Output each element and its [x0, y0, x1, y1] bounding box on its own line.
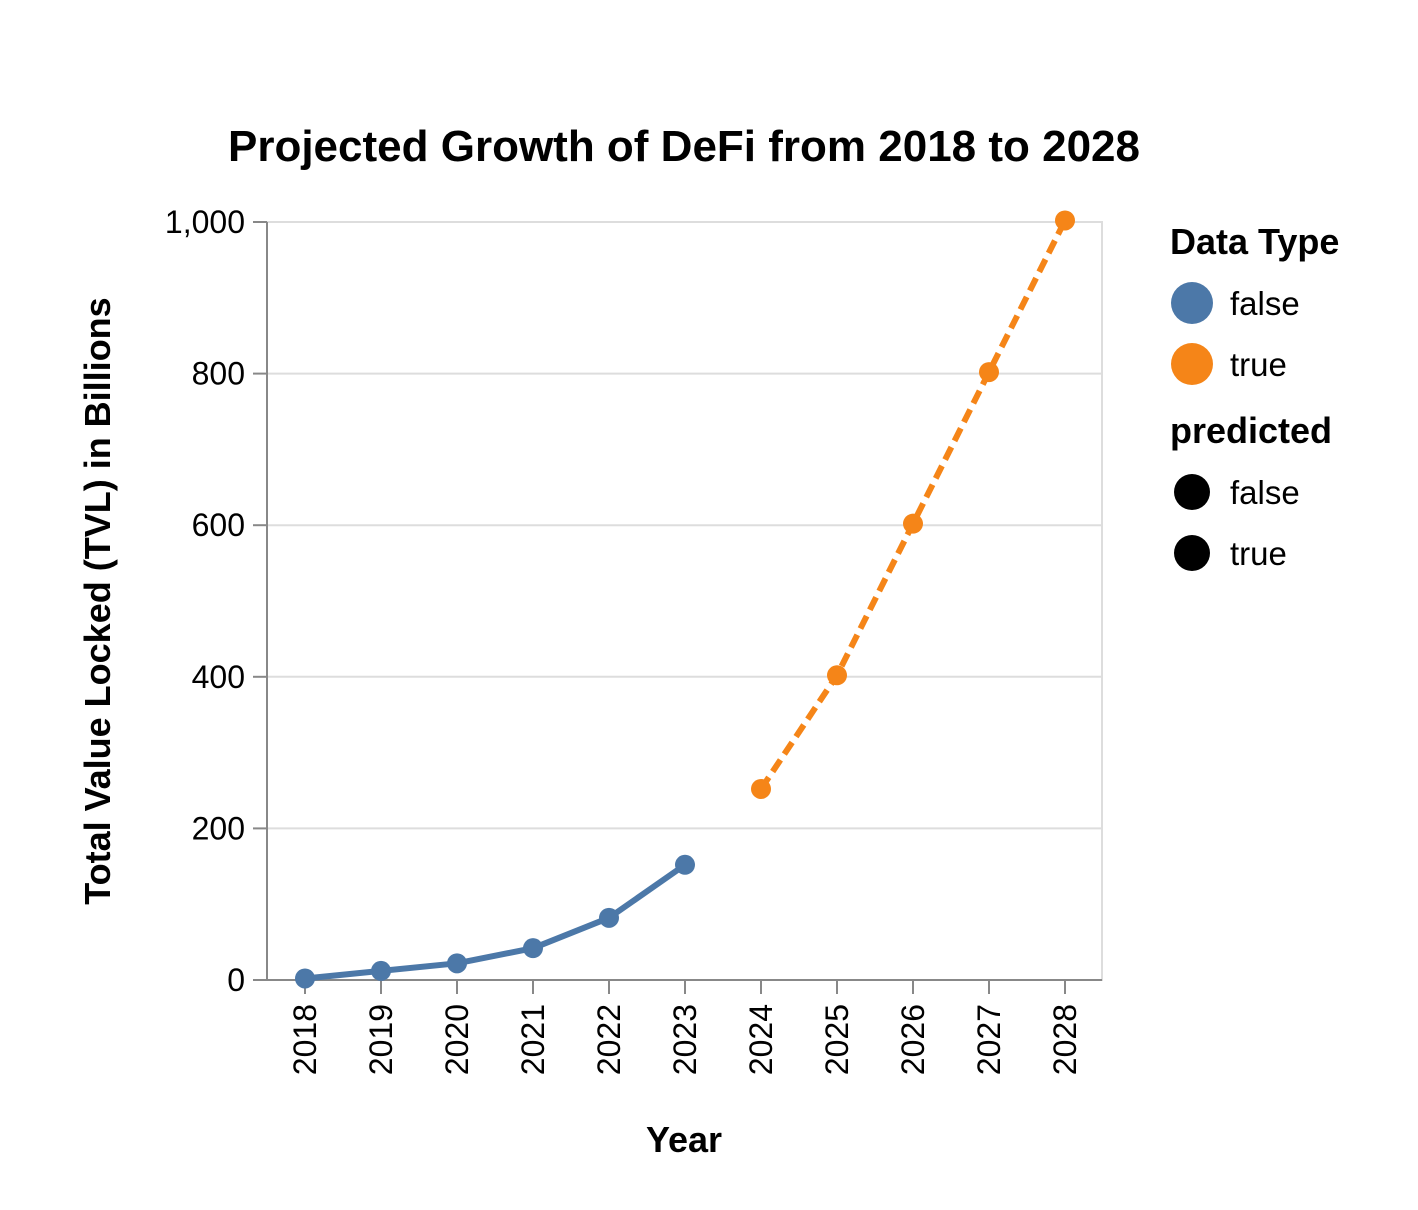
legend-label: true — [1230, 535, 1287, 572]
y-tick-label: 400 — [192, 659, 245, 695]
series-line — [758, 219, 1068, 791]
data-point — [979, 362, 999, 383]
x-tick-label: 2027 — [971, 1004, 1007, 1075]
y-tick-label: 0 — [227, 962, 245, 998]
legend-symbol — [1174, 535, 1210, 571]
legend-label: false — [1230, 474, 1300, 511]
x-tick-label: 2021 — [515, 1004, 551, 1075]
data-point — [751, 778, 771, 799]
x-tick-label: 2026 — [895, 1004, 931, 1075]
chart-title: Projected Growth of DeFi from 2018 to 20… — [228, 122, 1140, 171]
data-point — [371, 960, 391, 981]
series-line — [304, 862, 687, 982]
data-point — [295, 968, 315, 989]
x-tick-label: 2023 — [667, 1004, 703, 1075]
x-axis-title: Year — [646, 1119, 722, 1160]
y-tick-label: 800 — [192, 356, 245, 392]
series — [295, 210, 1075, 989]
data-point — [675, 854, 695, 875]
data-point — [599, 907, 619, 928]
legend-title: Data Type — [1170, 221, 1339, 262]
x-tick-label: 2024 — [743, 1004, 779, 1075]
series-false — [295, 854, 695, 989]
axes: 0 200 400 600 800 1,000 2018 2019 2020 2021 2022 20… — [165, 204, 1102, 1075]
data-point — [523, 938, 543, 959]
y-tick-label: 200 — [192, 810, 245, 846]
legend: Data Type false true predicted false true — [1170, 221, 1339, 572]
x-tick-label: 2025 — [819, 1004, 855, 1075]
legend-label: true — [1230, 346, 1287, 383]
x-tick-label: 2019 — [363, 1004, 399, 1075]
legend-group: predicted false true — [1170, 410, 1332, 572]
legend-symbol — [1174, 474, 1210, 510]
grid-lines — [267, 221, 1102, 830]
y-tick-label: 600 — [192, 507, 245, 543]
data-point — [903, 513, 923, 534]
legend-title: predicted — [1170, 410, 1332, 451]
x-tick-label: 2020 — [439, 1004, 475, 1075]
series-true — [751, 210, 1075, 799]
legend-group: Data Type false true — [1170, 221, 1339, 385]
legend-label: false — [1230, 285, 1300, 322]
y-axis-title: Total Value Locked (TVL) in Billions — [77, 297, 118, 904]
legend-symbol — [1171, 343, 1213, 385]
data-point — [1055, 210, 1075, 231]
x-tick-label: 2022 — [591, 1004, 627, 1075]
data-point — [827, 665, 847, 686]
y-tick-label: 1,000 — [165, 204, 245, 240]
x-tick-label: 2018 — [287, 1004, 323, 1075]
x-tick-label: 2028 — [1047, 1004, 1083, 1075]
data-point — [447, 953, 467, 974]
legend-symbol — [1171, 282, 1213, 324]
